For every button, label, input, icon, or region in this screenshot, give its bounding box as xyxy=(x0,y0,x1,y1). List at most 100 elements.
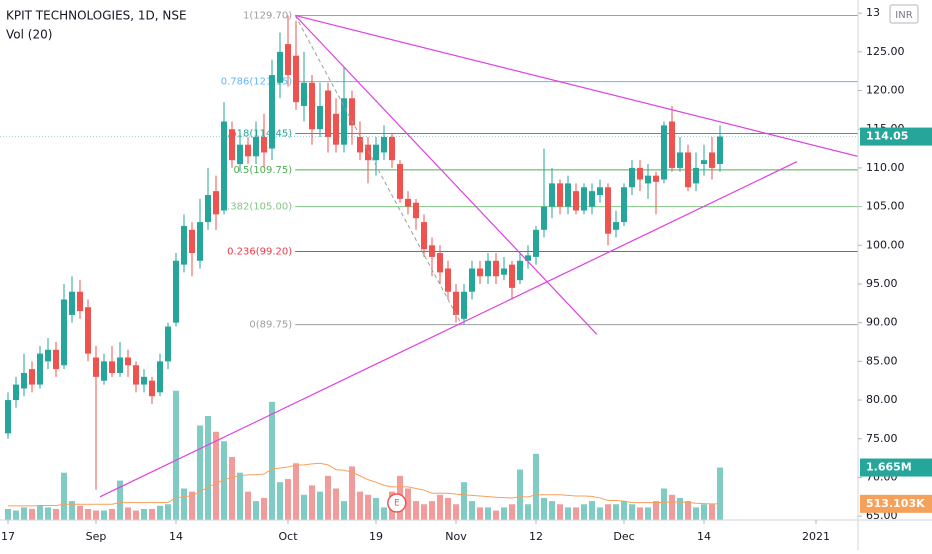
candle-body xyxy=(653,175,659,182)
candle-body xyxy=(621,187,627,223)
volume-bar xyxy=(253,501,259,520)
volume-bar xyxy=(117,480,123,520)
last-price: 114.05 xyxy=(866,130,908,143)
earnings-marker[interactable] xyxy=(387,493,407,513)
candle-body xyxy=(453,291,459,315)
volume-bar xyxy=(709,504,715,520)
candle-body xyxy=(389,136,395,161)
candle-body xyxy=(309,82,315,130)
fib-label: 0(89.75) xyxy=(249,320,292,331)
volume-bar xyxy=(141,508,147,520)
volume-bar xyxy=(317,491,323,520)
candle-body xyxy=(181,225,187,265)
candle-body xyxy=(493,260,499,277)
volume-bar xyxy=(717,467,723,520)
volume-bar xyxy=(277,482,283,520)
volume-bar xyxy=(557,504,563,520)
volume-bar xyxy=(629,504,635,520)
candle-body xyxy=(261,136,267,153)
trendline xyxy=(294,15,598,335)
currency-box[interactable] xyxy=(889,4,919,24)
volume-bar xyxy=(293,463,299,520)
volume-bar xyxy=(493,510,499,520)
candle-body xyxy=(77,291,83,312)
candle-body xyxy=(205,195,211,223)
volume-bar xyxy=(197,425,203,520)
volume-bar xyxy=(581,504,587,520)
volume-bar xyxy=(125,507,131,520)
candle-body xyxy=(613,222,619,230)
volume-bar xyxy=(29,508,35,520)
volume-bar xyxy=(469,501,475,520)
volume-bar xyxy=(245,491,251,520)
candle-body xyxy=(549,183,555,207)
volume-bar xyxy=(589,501,595,520)
volume-bar xyxy=(101,510,107,520)
candle-body xyxy=(629,167,635,188)
x-tick-label: 12 xyxy=(529,530,543,543)
volume-bar xyxy=(5,508,11,520)
volume-bar xyxy=(485,507,491,520)
candle-body xyxy=(245,144,251,157)
volume-bar xyxy=(605,504,611,520)
candle-body xyxy=(45,349,51,362)
candle-body xyxy=(317,106,323,130)
candle-body xyxy=(325,90,331,137)
volume-bar xyxy=(437,494,443,520)
volume-bar xyxy=(13,510,19,520)
candle-body xyxy=(189,229,195,254)
candle-body xyxy=(125,357,131,366)
fib-label: 0.618(114.45) xyxy=(221,128,293,139)
candle-body xyxy=(637,167,643,180)
volume-bar xyxy=(445,497,451,520)
volume-bar xyxy=(53,508,59,520)
x-tick-label: 14 xyxy=(697,530,711,543)
x-tick-label: 2021 xyxy=(802,530,830,543)
candle-body xyxy=(253,136,259,157)
volume-bar xyxy=(381,507,387,520)
candle-body xyxy=(349,98,355,126)
volume-bar xyxy=(525,504,531,520)
candle-body xyxy=(461,291,467,319)
volume-bar xyxy=(621,501,627,520)
candle-body xyxy=(293,55,299,103)
fib-label: 0.5(109.75) xyxy=(233,165,292,176)
volume-bar xyxy=(637,507,643,520)
x-tick-label: Nov xyxy=(445,530,467,543)
candle-body xyxy=(285,44,291,76)
volume-bar xyxy=(173,390,179,520)
candle-body xyxy=(61,299,67,366)
volume-bar xyxy=(693,507,699,520)
volume-bar xyxy=(93,510,99,520)
last-volume-ma: 513.103K xyxy=(866,497,925,510)
candle-body xyxy=(413,202,419,219)
y-axis-background xyxy=(858,0,932,550)
candle-body xyxy=(13,384,19,401)
x-tick-label: Sep xyxy=(86,530,107,543)
y-tick-label: 100.00 xyxy=(866,238,905,251)
volume-bar xyxy=(21,507,27,520)
candle-body xyxy=(101,361,107,381)
candle-body xyxy=(157,361,163,393)
volume-bar xyxy=(221,441,227,520)
volume-bar xyxy=(541,497,547,520)
currency[interactable]: INR xyxy=(895,10,912,21)
candle-body xyxy=(677,152,683,168)
candle-body xyxy=(509,264,515,288)
volume-bar xyxy=(509,504,515,520)
volume-bar xyxy=(237,472,243,520)
volume-bar xyxy=(653,501,659,520)
candle-body xyxy=(501,268,507,275)
volume-bar xyxy=(77,505,83,520)
y-tick-label: 85.00 xyxy=(866,354,898,367)
candle-body xyxy=(477,268,483,277)
earnings-label[interactable]: E xyxy=(394,499,400,509)
y-tick-label: 75.00 xyxy=(866,432,898,445)
last-volume-box xyxy=(860,458,932,477)
candle-body xyxy=(525,255,531,261)
candle-body xyxy=(685,152,691,188)
volume-bar xyxy=(429,501,435,520)
y-tick-label: 125.00 xyxy=(866,45,905,58)
